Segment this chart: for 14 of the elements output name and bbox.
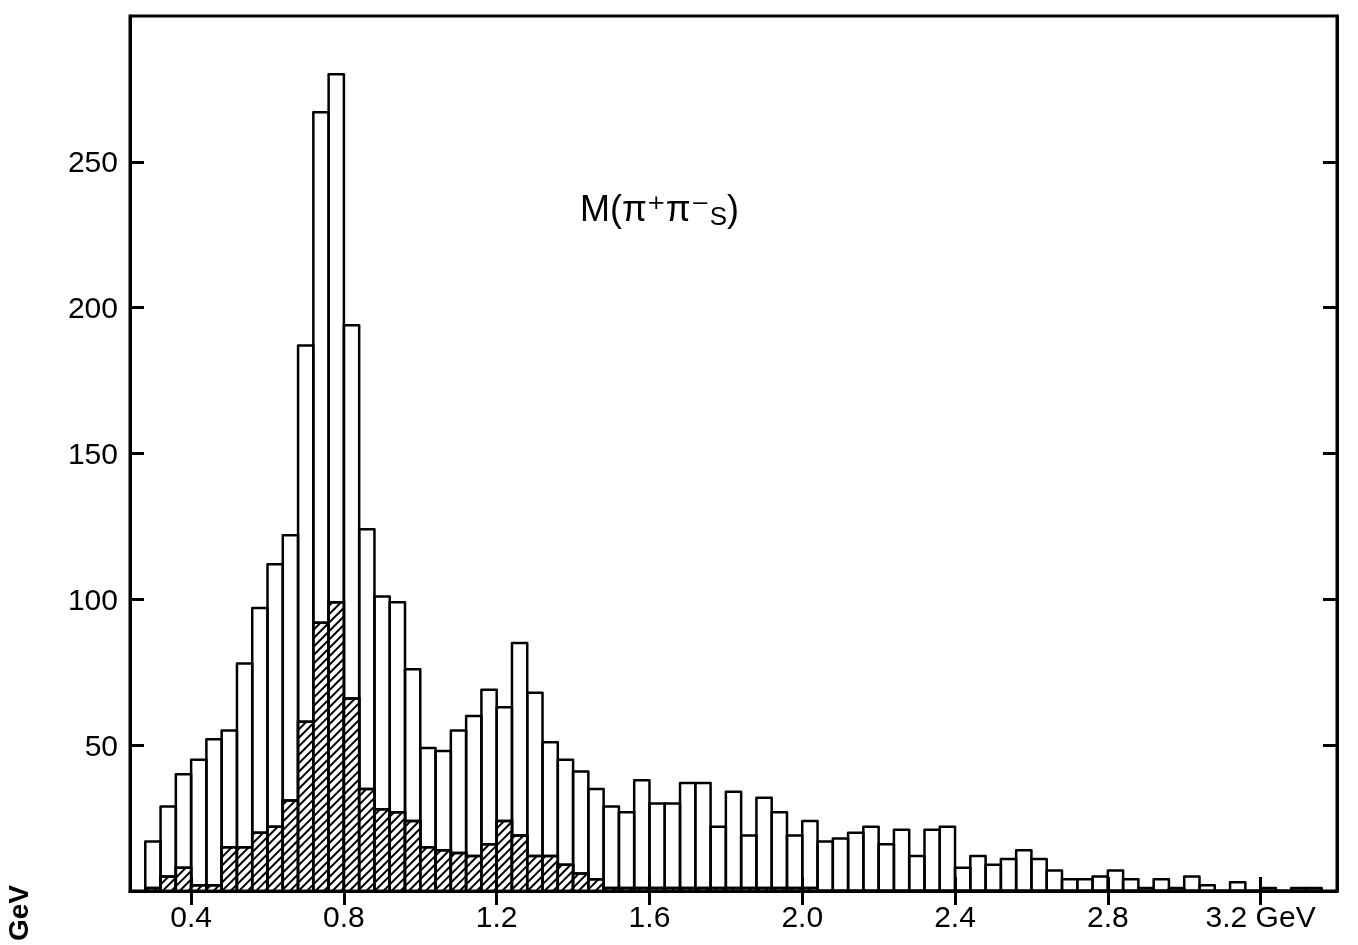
y-tick-label: 50 [84, 728, 118, 762]
x-tick-label: 1.6 [628, 899, 671, 933]
y-tick-label: 250 [67, 145, 118, 179]
y-tick-label: 150 [67, 437, 118, 470]
x-tick-label: 2.8 [1086, 899, 1129, 933]
y-tick-label: 100 [67, 582, 118, 616]
x-tick-label: 1.2 [475, 899, 518, 933]
y-tick-label: 200 [67, 291, 118, 325]
x-tick-label: 3.2 GeV [1205, 899, 1316, 933]
x-tick-label: 2.0 [781, 899, 824, 933]
x-tick-label: 0.4 [170, 899, 212, 933]
x-tick-label: 0.8 [323, 899, 365, 933]
y-axis-title: GeV [2, 884, 34, 941]
x-tick-label: 2.4 [934, 899, 976, 933]
